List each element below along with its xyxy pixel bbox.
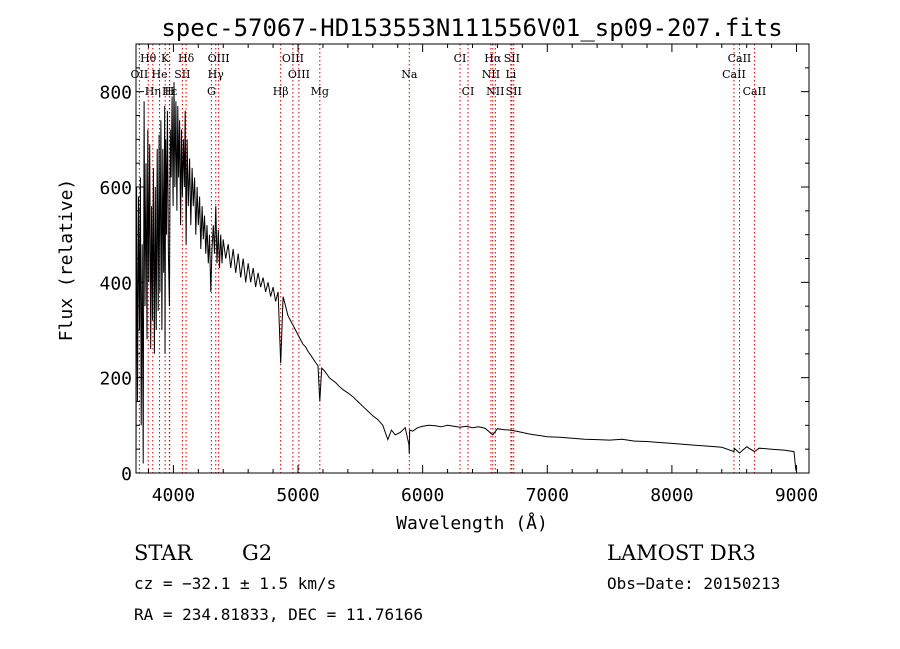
ra-dec-coordinates: RA = 234.81833, DEC = 11.76166 [134, 605, 423, 624]
line-marker-label-21: NII [486, 85, 504, 98]
x-tick-label-6000: 6000 [401, 485, 444, 506]
spectral-subclass: G2 [242, 541, 272, 565]
line-marker-label-8: Hδ [178, 52, 195, 65]
y-axis: 0 200 400 600 800 [99, 67, 809, 485]
line-marker-label-26: CaII [722, 68, 746, 81]
chart-title: spec-57067-HD153553N111556V01_sp09-207.f… [161, 14, 782, 42]
line-marker-label-15: Mg [311, 85, 329, 98]
y-tick-label-800: 800 [99, 83, 132, 104]
object-class: STAR [134, 541, 193, 565]
x-tick-label-8000: 8000 [650, 485, 693, 506]
line-marker-label-27: CaII [743, 85, 767, 98]
x-axis: 4000 5000 6000 7000 8000 9000 [147, 44, 818, 506]
line-marker-label-14: Hβ [273, 85, 289, 98]
line-marker-label-2: Hη [145, 85, 161, 98]
line-marker-label-16: Na [401, 68, 418, 81]
redshift-cz: cz = −32.1 ± 1.5 km/s [134, 574, 336, 593]
line-marker-label-6: SII [174, 68, 190, 81]
line-marker-label-24: SII [506, 85, 522, 98]
y-axis-label: Flux (relative) [56, 179, 77, 342]
line-marker-label-9: OIII [208, 52, 230, 65]
plot-frame [135, 43, 810, 474]
line-marker-label-18: CI [462, 85, 475, 98]
x-tick-label-5000: 5000 [276, 485, 319, 506]
survey-name: LAMOST DR3 [607, 541, 756, 565]
line-marker-label-10: Hγ [208, 68, 225, 81]
flux-series-line [135, 82, 797, 471]
x-tick-label-4000: 4000 [152, 485, 195, 506]
line-marker-label-3: K [161, 52, 170, 65]
y-tick-label-400: 400 [99, 273, 132, 294]
line-marker-label-17: CI [454, 52, 467, 65]
y-tick-label-600: 600 [99, 178, 132, 199]
x-axis-label: Wavelength (Å) [396, 512, 548, 534]
observation-date: Obs−Date: 20150213 [607, 574, 780, 593]
line-marker-label-23: Li [505, 68, 516, 81]
line-marker-label-22: SII [504, 52, 520, 65]
line-marker-label-12: OIII [282, 52, 304, 65]
line-marker-label-4: He [152, 68, 168, 81]
x-tick-label-9000: 9000 [775, 485, 818, 506]
line-marker-label-7: H [165, 85, 175, 98]
line-marker-label-25: CaII [728, 52, 752, 65]
line-marker-label-20: NII [482, 68, 500, 81]
line-marker-label-1: OII [131, 68, 149, 81]
line-marker-label-0: Hθ [140, 52, 157, 65]
line-marker-label-13: OIII [288, 68, 310, 81]
line-marker-label-11: G [207, 85, 216, 98]
y-tick-label-200: 200 [99, 369, 132, 390]
line-marker-label-19: Hα [484, 52, 502, 65]
y-tick-label-0: 0 [121, 464, 132, 485]
x-tick-label-7000: 7000 [526, 485, 569, 506]
